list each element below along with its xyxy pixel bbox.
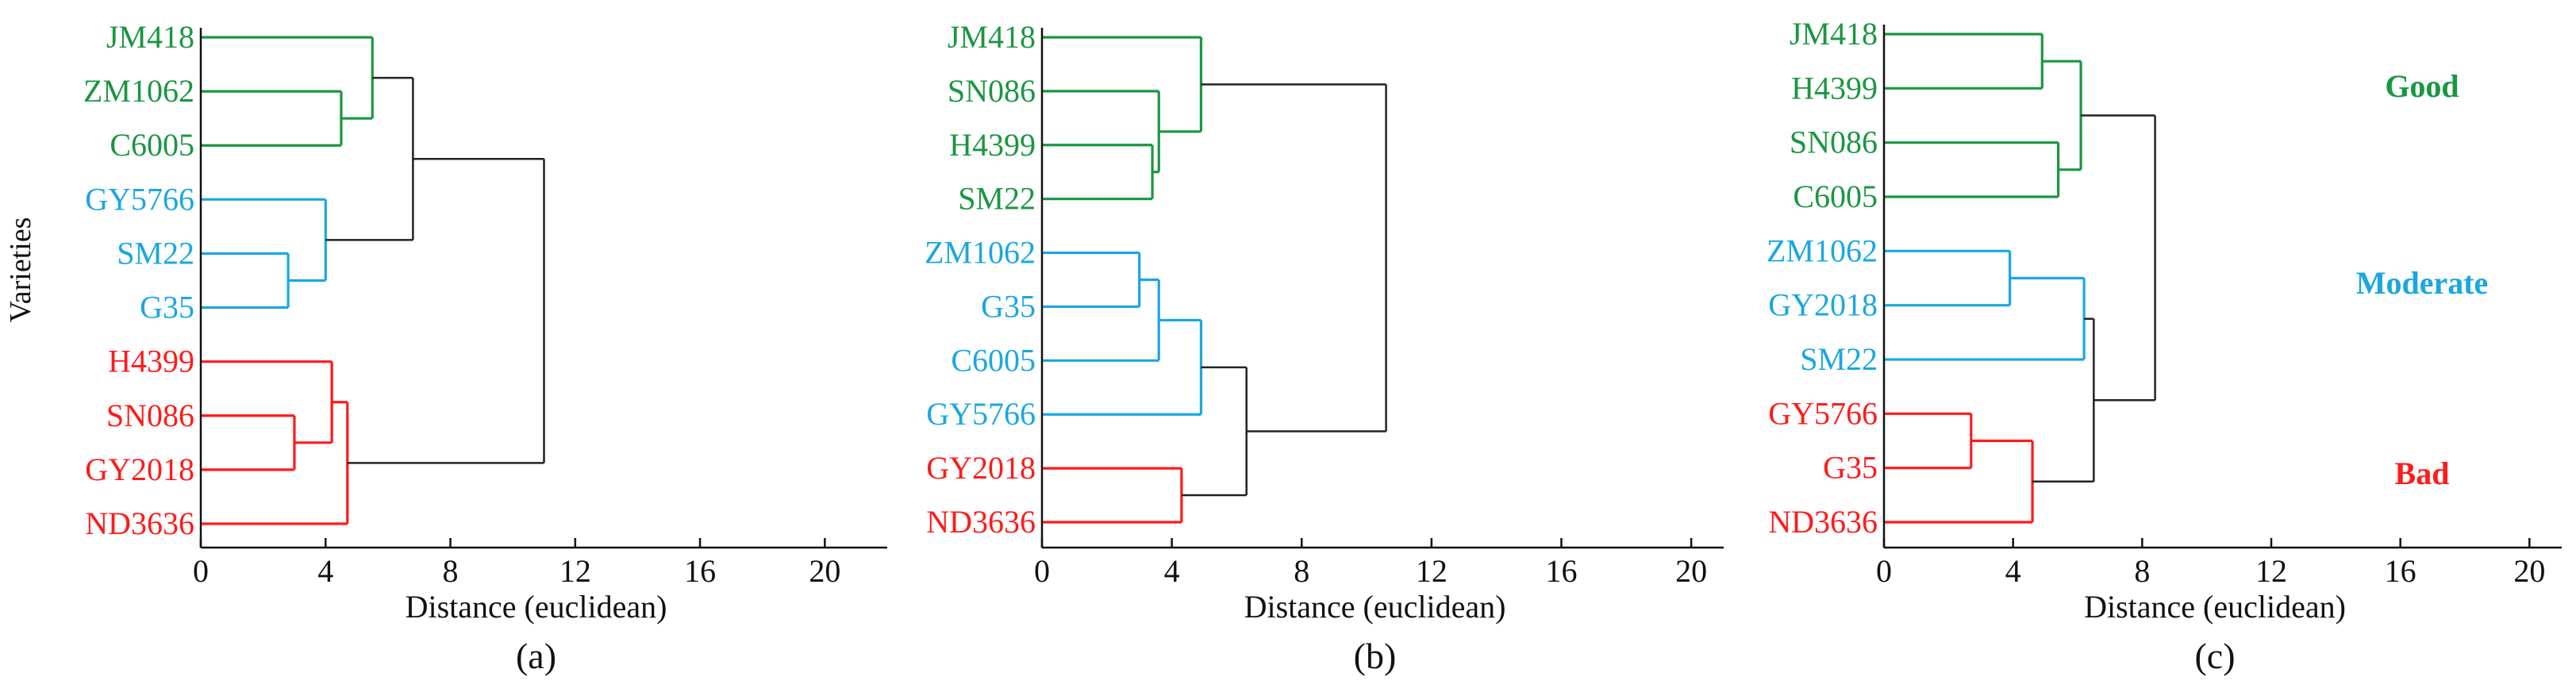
leaf-label: GY2018 [926, 450, 1036, 486]
leaf-label: H4399 [1791, 70, 1878, 106]
leaf-label: ND3636 [1768, 504, 1878, 540]
panel-label: (c) [2194, 636, 2235, 676]
leaf-label: C6005 [110, 127, 194, 163]
leaf-label: G35 [1823, 450, 1878, 486]
x-tick-label: 4 [2005, 553, 2021, 589]
legend-bad: Bad [2395, 456, 2450, 491]
leaf-label: ND3636 [85, 506, 194, 541]
leaf-label: SM22 [117, 235, 194, 271]
leaf-label: ZM1062 [1767, 233, 1878, 268]
leaf-label: ND3636 [926, 504, 1036, 540]
leaf-label: ZM1062 [83, 73, 194, 109]
x-tick-label: 16 [1545, 553, 1577, 589]
leaf-label: G35 [981, 288, 1036, 324]
leaf-label: GY5766 [85, 181, 194, 217]
x-tick-label: 12 [2255, 553, 2287, 589]
x-tick-label: 4 [317, 553, 333, 589]
leaf-label: SM22 [958, 181, 1036, 217]
x-tick-label: 12 [1416, 553, 1448, 589]
x-tick-label: 12 [559, 553, 591, 589]
leaf-label: GY2018 [1768, 287, 1878, 323]
x-axis-title: Distance (euclidean) [406, 589, 667, 625]
x-axis-title: Distance (euclidean) [2084, 589, 2346, 625]
y-axis-label: Varieties [4, 217, 37, 323]
legend-good: Good [2385, 68, 2459, 104]
leaf-label: C6005 [951, 342, 1036, 378]
leaf-label: SN086 [1790, 125, 1878, 160]
x-tick-label: 0 [1034, 553, 1050, 589]
leaf-label: GY5766 [1768, 395, 1878, 431]
panel-b: JM418 SN086 H4399 SM22 ZM1062 G35 C6005 GY5766 G… [925, 19, 1724, 676]
leaf-label: SM22 [1800, 341, 1878, 377]
leaf-label: SN086 [106, 398, 194, 433]
leaf-label: GY5766 [926, 396, 1036, 432]
leaf-label: ZM1062 [925, 235, 1036, 271]
leaf-label: JM418 [948, 19, 1036, 55]
x-tick-label: 20 [1675, 553, 1707, 589]
x-axis-title: Distance (euclidean) [1244, 589, 1506, 625]
leaf-label: JM418 [1790, 16, 1878, 52]
panel-c: JM418 H4399 SN086 C6005 ZM1062 GY2018 SM22 GY57… [1767, 16, 2562, 676]
x-tick-label: 20 [809, 553, 840, 589]
panel-label: (b) [1354, 636, 1397, 676]
leaf-label: GY2018 [85, 452, 194, 487]
leaf-label: SN086 [948, 73, 1036, 109]
x-tick-label: 16 [2385, 553, 2416, 589]
x-tick-label: 16 [684, 553, 716, 589]
panel-label: (a) [516, 636, 556, 676]
leaf-label: C6005 [1793, 179, 1878, 214]
x-tick-label: 20 [2513, 553, 2545, 589]
x-tick-label: 0 [1876, 553, 1892, 589]
x-tick-label: 4 [1164, 553, 1180, 589]
x-tick-label: 8 [1294, 553, 1309, 589]
leaf-label: JM418 [106, 19, 194, 55]
panel-a: JM418 ZM1062 C6005 GY5766 SM22 G35 H4399 SN086 G… [83, 19, 887, 676]
leaf-label: H4399 [108, 344, 194, 379]
leaf-label: H4399 [949, 127, 1036, 163]
leaf-label: G35 [140, 290, 194, 325]
legend-moderate: Moderate [2356, 265, 2489, 301]
x-tick-label: 8 [443, 553, 459, 589]
x-tick-label: 0 [193, 553, 209, 589]
x-tick-label: 8 [2134, 553, 2150, 589]
